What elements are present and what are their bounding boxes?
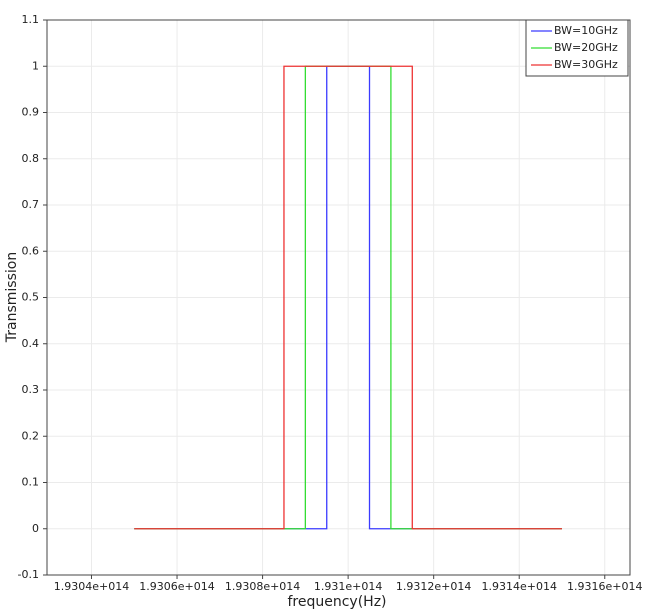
y-tick-label: 0.2 — [22, 429, 40, 442]
x-tick-label: 1.9314e+014 — [481, 580, 556, 593]
y-tick-label: 1 — [32, 59, 39, 72]
y-axis-label: Transmission — [4, 252, 20, 343]
y-tick-label: 0 — [32, 522, 39, 535]
y-tick-label: 0.6 — [22, 244, 40, 257]
y-tick-label: -0.1 — [18, 568, 39, 581]
y-tick-label: 0.9 — [22, 106, 40, 119]
series-line — [134, 65, 562, 530]
y-tick-label: 0.5 — [22, 291, 40, 304]
y-tick-label: 0.8 — [22, 152, 40, 165]
x-tick-label: 1.9308e+014 — [225, 580, 300, 593]
y-tick-label: 0.4 — [22, 337, 40, 350]
plot-frame — [46, 19, 631, 576]
x-axis-label: frequency(Hz) — [287, 594, 386, 610]
x-tick-label: 1.9304e+014 — [54, 580, 129, 593]
y-tick-label: 0.3 — [22, 383, 40, 396]
legend-label: BW=10GHz — [554, 24, 618, 37]
x-tick-label: 1.9306e+014 — [139, 580, 214, 593]
x-tick-label: 1.931e+014 — [314, 580, 382, 593]
legend-label: BW=30GHz — [554, 58, 618, 71]
x-tick-label: 1.9312e+014 — [396, 580, 471, 593]
y-tick-label: 0.1 — [22, 476, 40, 489]
y-tick-label: 0.7 — [22, 198, 40, 211]
legend-label: BW=20GHz — [554, 41, 618, 54]
x-tick-label: 1.9316e+014 — [567, 580, 642, 593]
y-tick-label: 1.1 — [22, 13, 40, 26]
